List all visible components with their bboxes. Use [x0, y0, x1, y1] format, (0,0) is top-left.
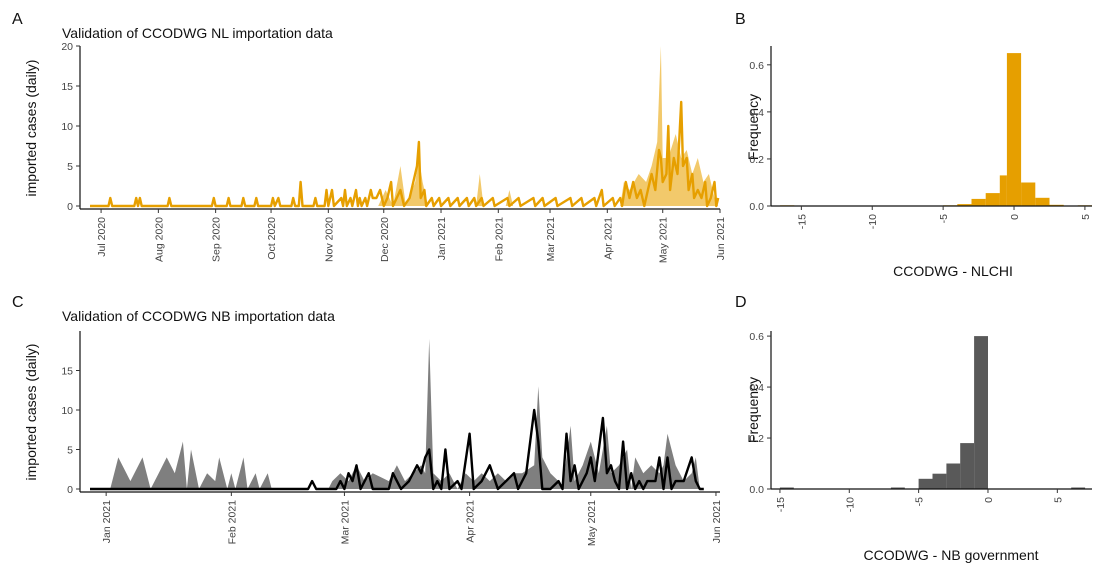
chartB-x-tick-label: -15 [796, 214, 808, 229]
chartD-x-tick-label: -5 [914, 497, 926, 506]
chartD-x-tick-label: 5 [1052, 497, 1064, 503]
chartC-y-tick-label: 10 [61, 405, 73, 417]
chartB-bar [999, 175, 1007, 206]
chartA-x-tick-label: Feb 2021 [493, 217, 505, 262]
chartA-x-tick-label: Dec 2020 [379, 217, 391, 262]
chartA-x-tick-label: Mar 2021 [545, 217, 557, 262]
chartD-x-tick-label: -15 [775, 497, 787, 512]
chart-c-title: Validation of CCODWG NB importation data [62, 308, 335, 324]
chartA-y-tick-label: 0 [67, 201, 73, 213]
chartC-x-tick-label: Mar 2021 [339, 500, 351, 545]
chartA-x-tick-label: Jan 2021 [436, 217, 448, 260]
chartA-y-tick-label: 20 [61, 41, 73, 53]
chartD-bar [946, 463, 961, 489]
chartD-y-tick-label: 0.0 [749, 484, 764, 496]
chartA-x-tick-label: May 2021 [658, 217, 670, 263]
chart-a-title: Validation of CCODWG NL importation data [62, 25, 333, 41]
chartC-x-tick-label: Jan 2021 [101, 500, 113, 543]
chart-d-marks [779, 336, 1086, 489]
chart-a-nl-timeseries: Validation of CCODWG NL importation data… [23, 25, 727, 263]
chartC-y-tick-label: 0 [67, 484, 73, 496]
chartD-bar [918, 478, 933, 489]
chartA-line-series [90, 100, 720, 208]
chartC-line-series [90, 408, 704, 491]
chartA-y-tick-label: 5 [67, 161, 73, 173]
chartA-x-tick-label: Jul 2020 [96, 217, 108, 257]
chart-b-nl-histogram: Frequency CCODWG - NLCHI 0.0 0.2 0.4 0.6 -15… [745, 46, 1092, 279]
chartC-y-tick-label: 15 [61, 366, 73, 378]
chartA-x-tick-label: Nov 2020 [323, 217, 335, 262]
chartB-y-tick-label: 0.2 [749, 154, 764, 166]
chartC-area-series [90, 338, 704, 489]
chartA-y-tick-label: 15 [61, 81, 73, 93]
chartA-x-tick-label: Jun 2021 [715, 217, 727, 260]
chartD-bar [932, 473, 947, 489]
chart-a-axes: 0 5 10 15 20 Jul 2020 Aug 2020 Sep 2020 Oct 2020… [61, 41, 727, 263]
chartB-y-tick-label: 0.4 [749, 107, 764, 119]
chartA-x-tick-label: Oct 2020 [266, 217, 278, 260]
chartB-bar [1035, 197, 1050, 206]
panel-letter-d: D [735, 294, 747, 311]
chart-a-marks [90, 46, 720, 208]
chartC-x-tick-label: Feb 2021 [226, 500, 238, 545]
chartB-x-tick-label: 0 [1009, 214, 1021, 220]
chartD-y-tick-label: 0.6 [749, 331, 764, 343]
chart-c-marks [90, 338, 704, 491]
chartB-bar [971, 198, 986, 206]
chartB-bar [1021, 182, 1036, 206]
chartB-y-tick-label: 0.6 [749, 60, 764, 72]
chartA-x-tick-label: Aug 2020 [153, 217, 165, 262]
chartC-x-tick-label: May 2021 [586, 500, 598, 546]
panel-letter-b: B [735, 11, 746, 28]
chart-d-axes: 0.0 0.2 0.4 0.6 -15 -10 -5 0 5 [749, 331, 1092, 512]
chartC-y-tick-label: 5 [67, 445, 73, 457]
chart-d-y-axis-title: Frequency [745, 377, 761, 443]
chart-c-nb-timeseries: Validation of CCODWG NB importation data… [23, 308, 723, 546]
panel-letter-a: A [12, 11, 23, 28]
chartD-y-tick-label: 0.4 [749, 382, 764, 394]
chartA-x-tick-label: Sep 2020 [211, 217, 223, 262]
chartB-x-tick-label: -5 [938, 214, 950, 223]
chartD-bar [1071, 487, 1086, 489]
chart-c-y-axis-title: imported cases (daily) [23, 344, 39, 481]
chartB-x-tick-label: -10 [867, 214, 879, 229]
chartA-area-series [90, 46, 719, 206]
chartD-x-tick-label: 0 [983, 497, 995, 503]
chartD-bar [779, 487, 794, 489]
chartD-y-tick-label: 0.2 [749, 433, 764, 445]
chartB-bar [985, 193, 1000, 206]
chart-b-axes: 0.0 0.2 0.4 0.6 -15 -10 -5 0 5 [749, 46, 1092, 229]
chartB-x-tick-label: 5 [1080, 214, 1092, 220]
chart-b-x-axis-title: CCODWG - NLCHI [893, 263, 1013, 279]
chart-d-nb-histogram: Frequency CCODWG - NB government 0.00.20… [745, 331, 1092, 563]
chartD-x-tick-label: -10 [844, 497, 856, 512]
chartD-bar [960, 443, 975, 489]
chart-a-y-axis-title: imported cases (daily) [23, 60, 39, 197]
chartD-bar [974, 336, 988, 489]
chartB-bar [957, 204, 972, 206]
chartC-x-tick-label: Apr 2021 [465, 500, 477, 543]
chartD-bar [890, 487, 905, 489]
chart-d-x-axis-title: CCODWG - NB government [863, 547, 1038, 563]
chartC-x-tick-label: Jun 2021 [711, 500, 723, 543]
panel-letter-c: C [12, 294, 24, 311]
chartB-y-tick-label: 0.0 [749, 201, 764, 213]
chart-b-y-axis-title: Frequency [745, 94, 761, 160]
chart-b-marks [780, 53, 1092, 207]
chartA-x-tick-label: Apr 2021 [602, 217, 614, 260]
chartB-bar [1006, 53, 1022, 206]
chart-c-axes: 0 5 10 15 Jan 2021 Feb 2021 Mar 2021 Apr 2021 Ma… [61, 331, 723, 546]
chartA-y-tick-label: 10 [61, 121, 73, 133]
